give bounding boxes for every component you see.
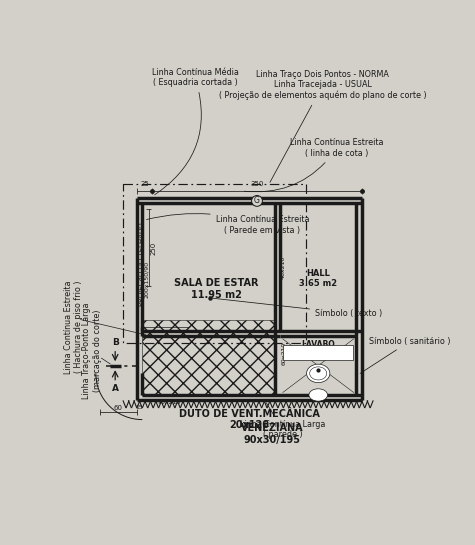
Text: Símbolo ( texto ): Símbolo ( texto ): [213, 298, 382, 318]
Text: Linha Contínua Estreita
( linha de cota ): Linha Contínua Estreita ( linha de cota …: [244, 138, 384, 192]
Bar: [284, 345, 353, 360]
Text: 250: 250: [150, 241, 156, 255]
Text: PROJEÇÃO DO TELHADO: PROJEÇÃO DO TELHADO: [138, 223, 145, 306]
Text: HALL
3.65 m2: HALL 3.65 m2: [299, 269, 337, 288]
Text: Linha Traço-Ponto Larga
(marcação do corte): Linha Traço-Ponto Larga (marcação do cor…: [82, 302, 102, 398]
Text: G: G: [254, 196, 260, 205]
Text: SALA DE ESTAR
11.95 m2: SALA DE ESTAR 11.95 m2: [174, 278, 258, 300]
Text: 90x210: 90x210: [158, 399, 181, 404]
Text: Linha Traço Dois Pontos - NORMA
Linha Tracejada - USUAL
( Projeção de elementos : Linha Traço Dois Pontos - NORMA Linha Tr…: [219, 70, 427, 183]
Ellipse shape: [306, 364, 330, 383]
Text: 25: 25: [140, 181, 149, 187]
Text: LAVABO: LAVABO: [301, 340, 335, 348]
Text: Linha Contínua Larga
( parede ): Linha Contínua Larga ( parede ): [240, 403, 325, 439]
Text: Linha Contínua Média
( Esquadria cortada ): Linha Contínua Média ( Esquadria cortada…: [152, 68, 238, 195]
Ellipse shape: [309, 389, 328, 401]
Text: 60x210: 60x210: [282, 341, 287, 365]
Text: 46x210: 46x210: [281, 256, 286, 279]
Text: A: A: [112, 384, 119, 393]
Bar: [142, 319, 275, 395]
Text: B: B: [112, 338, 119, 347]
Text: Linha Contínua Estreita
( Hachura de piso frio ): Linha Contínua Estreita ( Hachura de pis…: [64, 281, 83, 374]
Text: 15: 15: [136, 405, 143, 410]
Text: 60: 60: [114, 405, 123, 411]
Text: Símbolo ( sanitário ): Símbolo ( sanitário ): [360, 337, 451, 373]
Text: 350: 350: [250, 181, 264, 187]
Text: 200x150/90: 200x150/90: [143, 261, 149, 298]
Text: Linha Contínua Estreita
( Parede em vista ): Linha Contínua Estreita ( Parede em vist…: [147, 214, 309, 235]
Bar: [123, 184, 306, 343]
Text: DUTO DE VENT.MECÂNICA
20x120: DUTO DE VENT.MECÂNICA 20x120: [179, 409, 320, 431]
Text: VENEZIANA
90x30/195: VENEZIANA 90x30/195: [241, 423, 304, 445]
